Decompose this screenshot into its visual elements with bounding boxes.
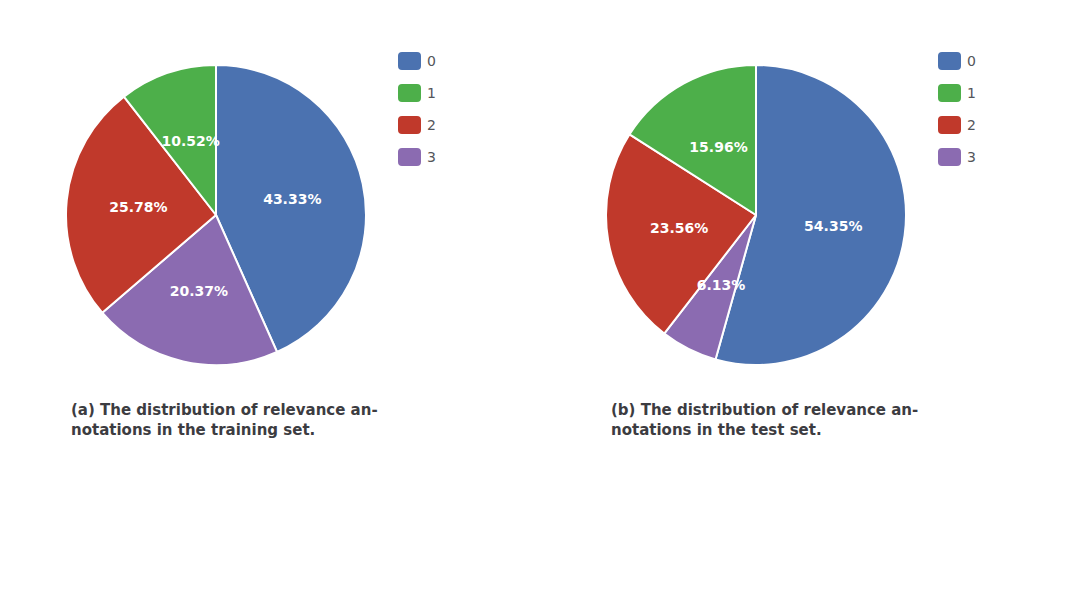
svg-text:(a) The distribution of releva: (a) The distribution of relevance an- [71, 401, 378, 419]
svg-text:23.56%: 23.56% [650, 220, 708, 236]
svg-text:6.13%: 6.13% [697, 277, 746, 293]
svg-text:54.35%: 54.35% [804, 218, 862, 234]
svg-text:3: 3 [967, 149, 976, 165]
svg-text:25.78%: 25.78% [109, 199, 167, 215]
svg-text:notations in the training set.: notations in the training set. [71, 421, 315, 439]
svg-text:0: 0 [967, 53, 976, 69]
svg-text:3: 3 [427, 149, 436, 165]
svg-text:2: 2 [427, 117, 436, 133]
svg-text:notations in the test set.: notations in the test set. [611, 421, 822, 439]
svg-text:1: 1 [967, 85, 976, 101]
svg-text:20.37%: 20.37% [170, 283, 228, 299]
svg-text:15.96%: 15.96% [689, 139, 747, 155]
svg-text:(b) The distribution of releva: (b) The distribution of relevance an- [611, 401, 918, 419]
svg-text:10.52%: 10.52% [162, 133, 220, 149]
svg-text:0: 0 [427, 53, 436, 69]
svg-text:2: 2 [967, 117, 976, 133]
svg-text:43.33%: 43.33% [263, 191, 321, 207]
svg-text:1: 1 [427, 85, 436, 101]
